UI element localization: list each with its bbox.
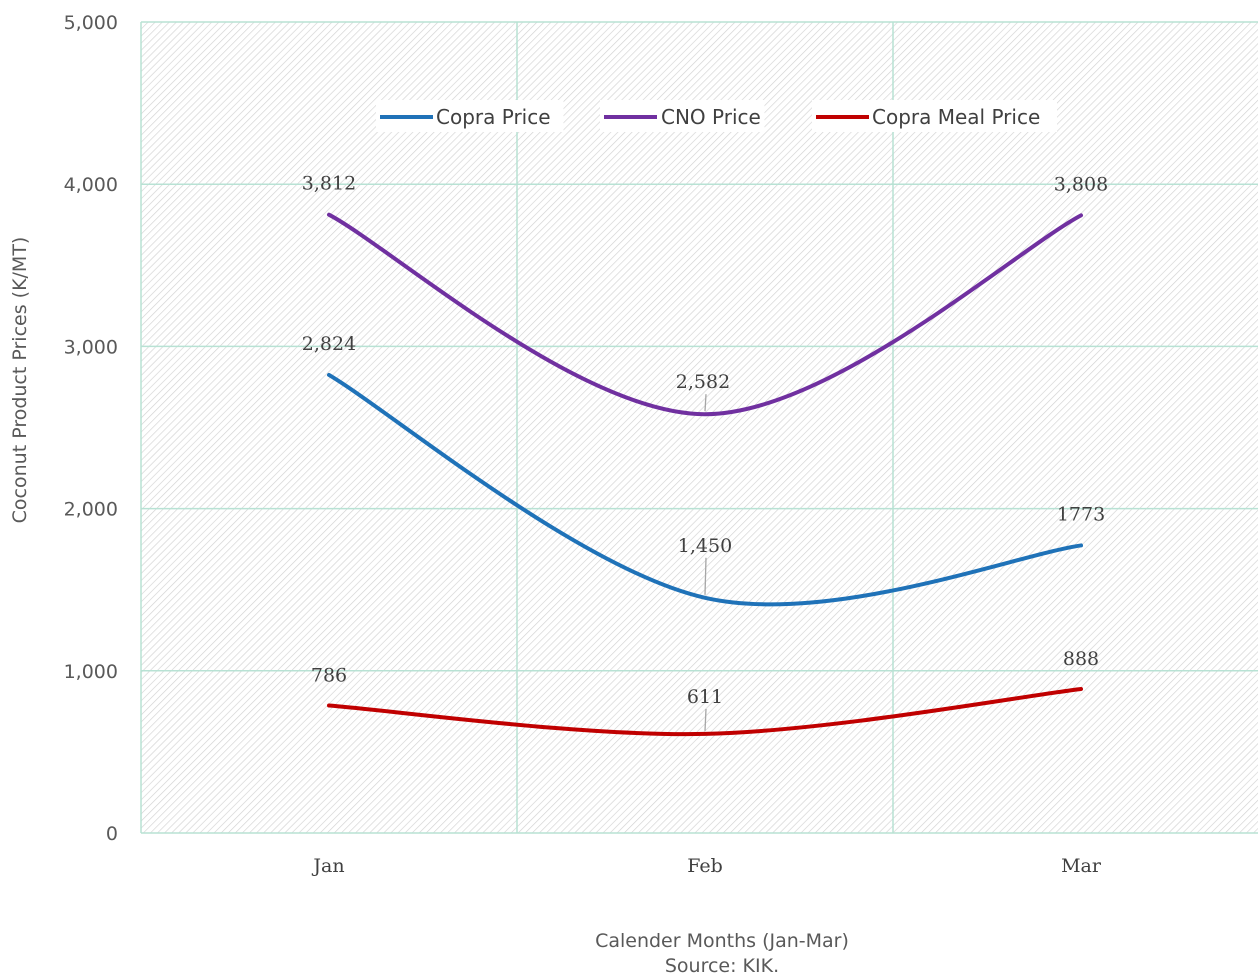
x-tick-label: Mar <box>1061 855 1102 877</box>
x-tick-label: Jan <box>311 855 344 877</box>
y-tick-label: 5,000 <box>64 12 118 34</box>
y-tick-label: 4,000 <box>64 174 118 196</box>
plot-area <box>141 22 1258 833</box>
data-label-copra-meal-price: 611 <box>687 686 723 708</box>
legend-item-copra-meal-price: Copra Meal Price <box>812 100 1057 132</box>
data-label-copra-price: 1773 <box>1057 503 1105 525</box>
legend-label: Copra Price <box>436 105 551 129</box>
data-label-cno-price: 2,582 <box>676 371 730 393</box>
data-label-copra-price: 1,450 <box>678 535 732 557</box>
y-tick-label: 0 <box>106 823 118 845</box>
data-label-cno-price: 3,812 <box>302 173 356 195</box>
y-axis-title: Coconut Product Prices (K/MT) <box>9 237 31 524</box>
y-tick-label: 3,000 <box>64 336 118 358</box>
legend-item-copra-price: Copra Price <box>376 100 564 132</box>
y-tick-label: 1,000 <box>64 661 118 683</box>
data-label-cno-price: 3,808 <box>1054 173 1108 195</box>
data-label-copra-meal-price: 786 <box>311 665 347 687</box>
y-axis-ticks: 0 1,000 2,000 3,000 4,000 5,000 <box>64 12 118 845</box>
x-axis-ticks: Jan Feb Mar <box>311 855 1101 877</box>
x-axis-title: Calender Months (Jan-Mar) <box>595 930 849 952</box>
legend: Copra Price CNO Price Copra Meal Price <box>376 100 1057 132</box>
data-label-copra-price: 2,824 <box>302 333 356 355</box>
x-tick-label: Feb <box>687 855 723 877</box>
legend-item-cno-price: CNO Price <box>600 100 765 132</box>
source-note: Source: KIK. <box>665 955 779 976</box>
legend-label: Copra Meal Price <box>872 105 1040 129</box>
data-label-copra-meal-price: 888 <box>1063 648 1099 670</box>
legend-label: CNO Price <box>661 105 761 129</box>
y-tick-label: 2,000 <box>64 499 118 521</box>
